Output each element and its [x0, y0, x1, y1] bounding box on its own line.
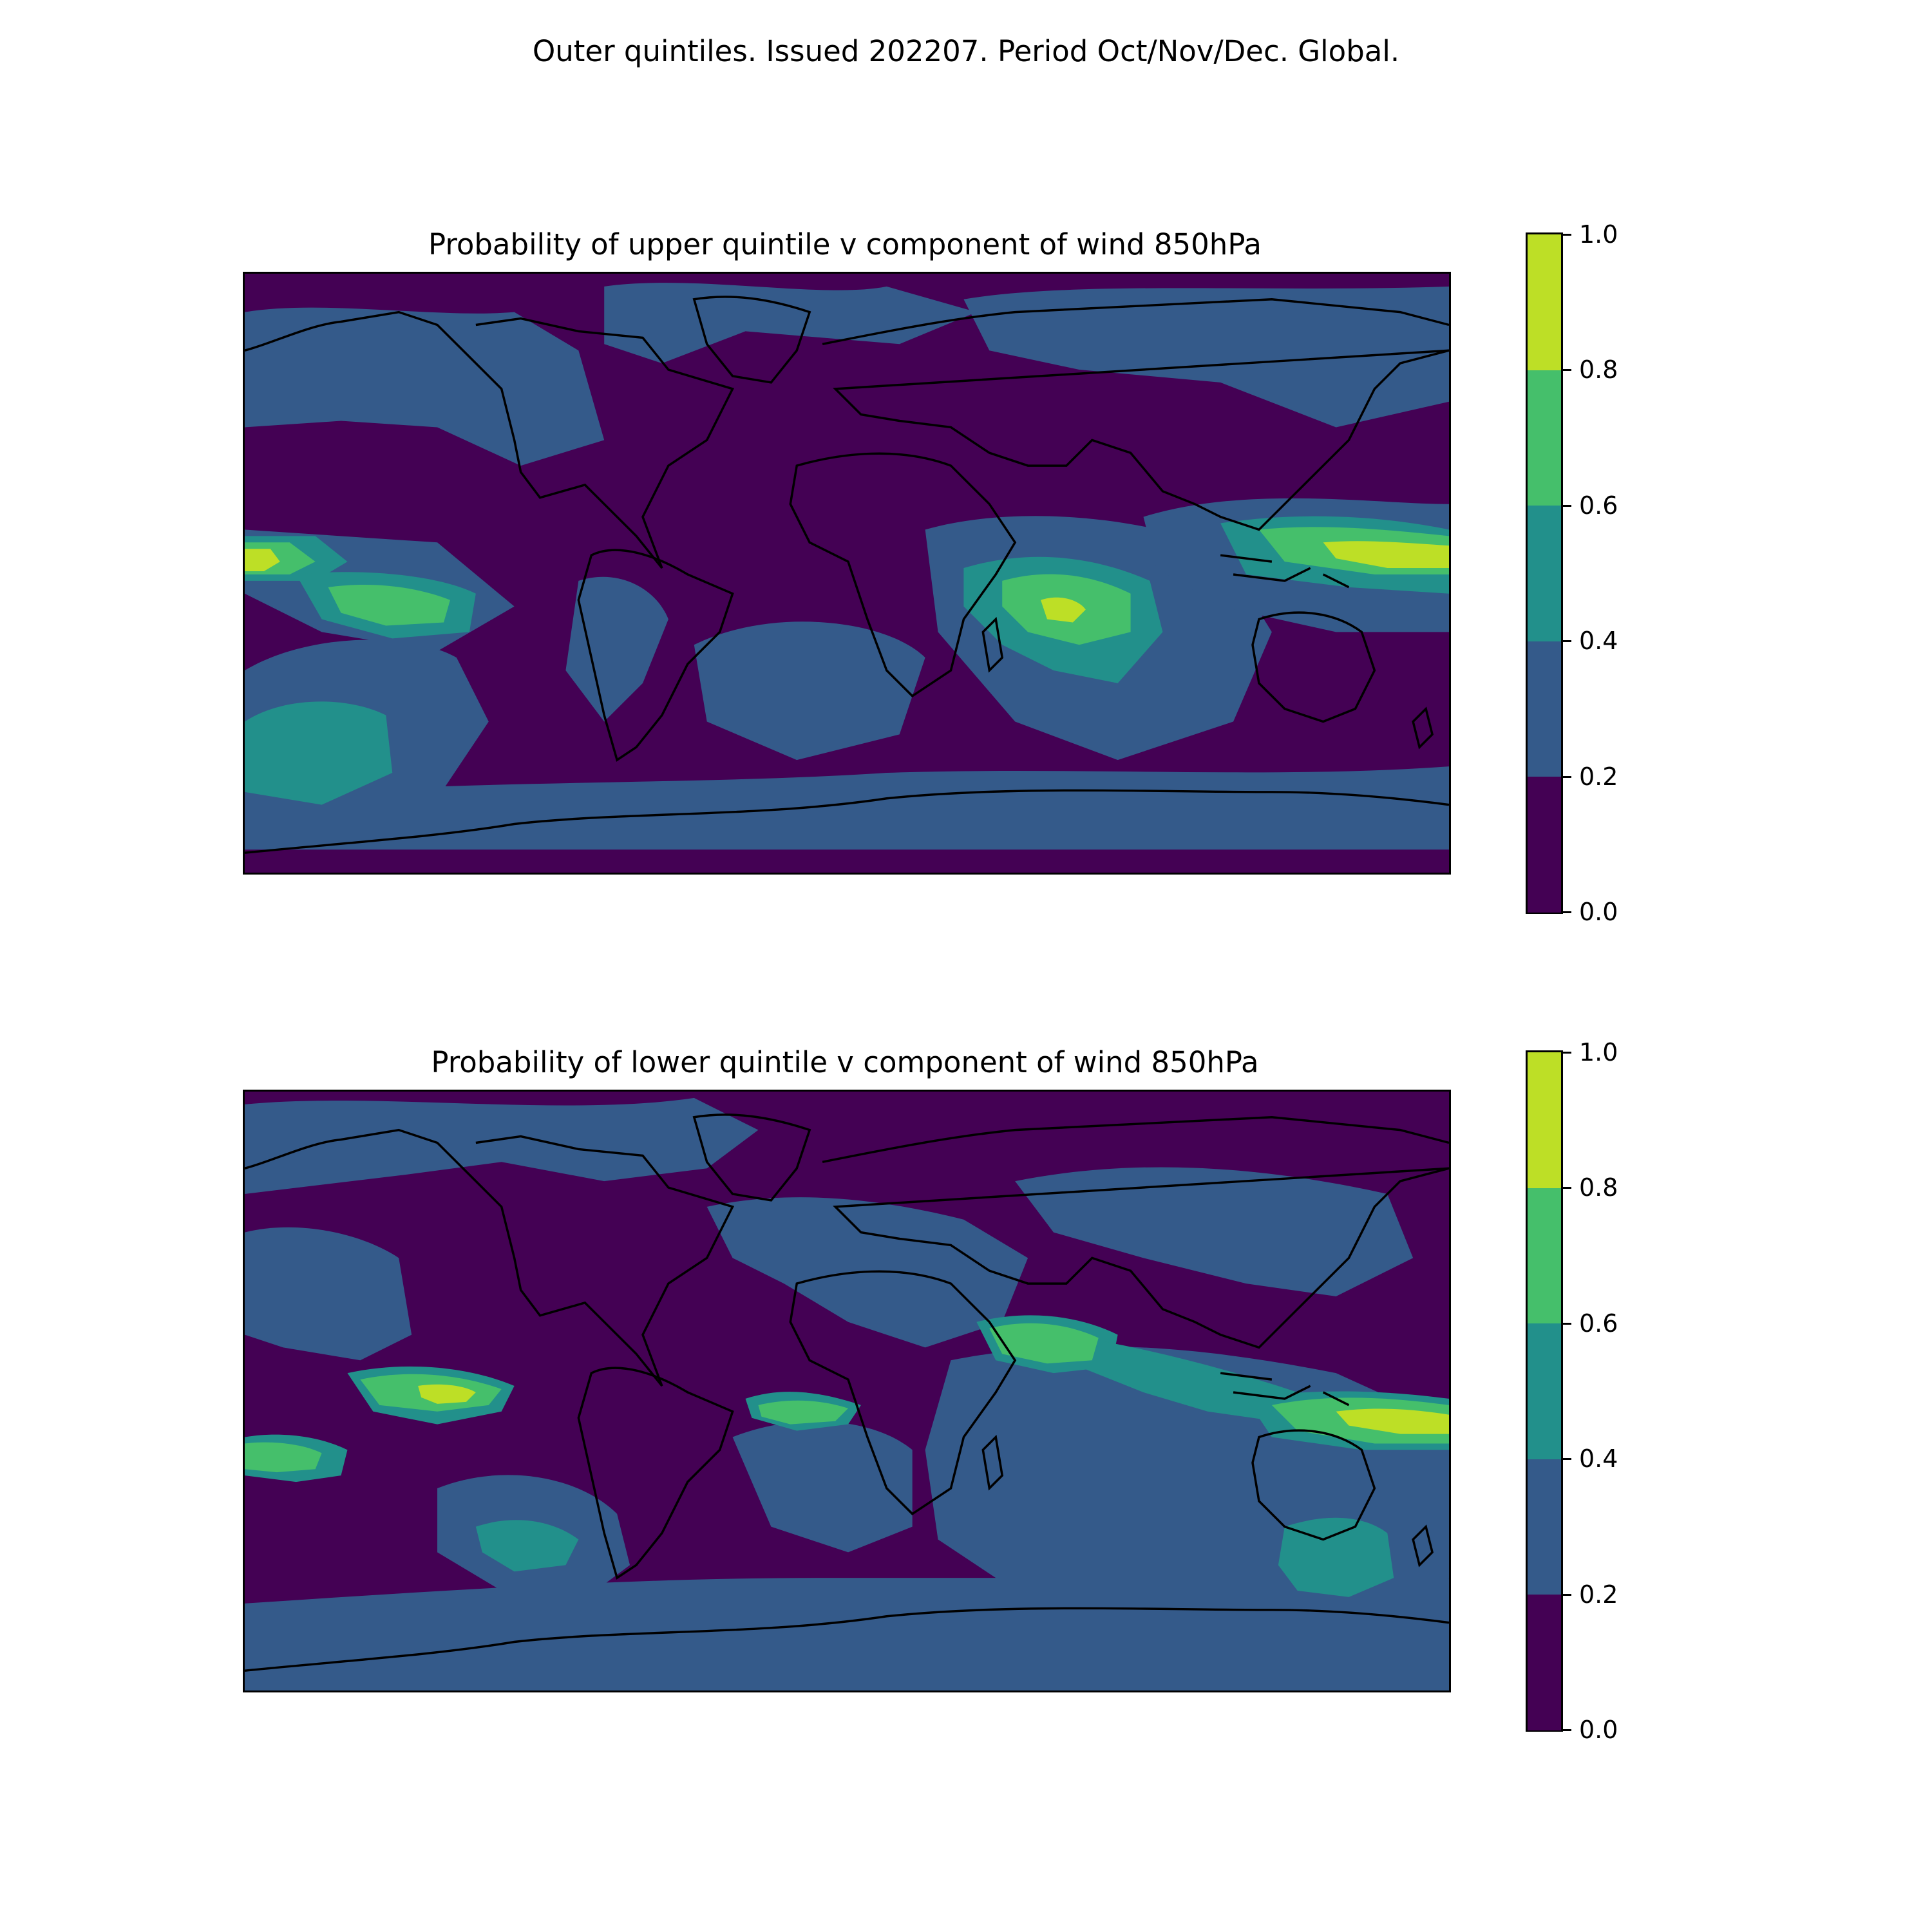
lower-colorbar [1526, 1050, 1563, 1732]
upper-colorbar-tick-label: 0.4 [1579, 627, 1618, 656]
upper-colorbar-tick-label: 0.6 [1579, 491, 1618, 520]
lower-coast-north-america [245, 1128, 735, 1387]
lower-panel-title: Probability of lower quintile v componen… [431, 1045, 1259, 1079]
upper-colorbar-tick [1563, 775, 1571, 778]
upper-coast-greenland [692, 296, 811, 384]
lower-quintile-map [243, 1090, 1451, 1692]
lower-map-svg [245, 1097, 1449, 1690]
upper-colorbar [1526, 232, 1563, 914]
lower-colorbar-tick-label: 0.6 [1579, 1309, 1618, 1338]
lower-colorbar-tick [1563, 1052, 1571, 1054]
lower-colorbar-segment [1528, 1188, 1561, 1324]
upper-colorbar-tick [1563, 911, 1571, 913]
upper-coast-south-america [577, 549, 734, 762]
upper-colorbar-tick [1563, 640, 1571, 643]
upper-coast-eurasia [822, 298, 1449, 531]
lower-coast-new-zealand [1412, 1524, 1434, 1567]
upper-coastlines [245, 296, 1449, 854]
upper-quintile-map [243, 272, 1451, 875]
lower-colorbar-segment [1528, 1594, 1561, 1730]
upper-probability-field [245, 283, 1449, 850]
figure-suptitle: Outer quintiles. Issued 202207. Period O… [532, 34, 1400, 68]
upper-field-south-america [565, 576, 668, 722]
upper-colorbar-tick-label: 0.8 [1579, 355, 1618, 384]
lower-colorbar-tick [1563, 1729, 1571, 1731]
lower-coast-madagascar [981, 1434, 1004, 1491]
upper-colorbar-segment [1528, 641, 1561, 777]
lower-colorbar-tick [1563, 1187, 1571, 1189]
upper-colorbar-tick-label: 0.0 [1579, 898, 1618, 926]
upper-colorbar-tick-label: 1.0 [1579, 220, 1618, 249]
upper-coast-australia [1251, 611, 1376, 723]
upper-colorbar-tick-label: 0.2 [1579, 762, 1618, 791]
upper-field-north-pacific [245, 307, 605, 466]
upper-coast-indonesia [1220, 554, 1350, 589]
lower-colorbar-tick-label: 0.0 [1579, 1716, 1618, 1744]
lower-colorbar-tick [1563, 1458, 1571, 1461]
lower-colorbar-segment [1528, 1323, 1561, 1459]
lower-coast-indonesia [1220, 1372, 1350, 1406]
upper-colorbar-segment [1528, 234, 1561, 370]
upper-coast-north-america [245, 310, 735, 569]
lower-probability-field [245, 1097, 1449, 1690]
upper-field-southern-ocean [245, 766, 1449, 850]
upper-colorbar-tick [1563, 504, 1571, 507]
lower-colorbar-tick-label: 0.2 [1579, 1580, 1618, 1609]
lower-coast-greenland [692, 1113, 811, 1202]
upper-coast-new-zealand [1412, 706, 1434, 750]
lower-coast-antarctica [245, 1607, 1449, 1672]
lower-colorbar-tick [1563, 1593, 1571, 1596]
lower-colorbar-tick-label: 0.8 [1579, 1173, 1618, 1202]
upper-field-eurasia [963, 286, 1449, 428]
upper-field-south-atlantic [694, 621, 925, 761]
upper-colorbar-tick [1563, 234, 1571, 236]
upper-coast-africa [789, 452, 1017, 698]
lower-colorbar-tick-label: 0.4 [1579, 1444, 1618, 1473]
lower-coast-eurasia [822, 1116, 1449, 1349]
upper-colorbar-segment [1528, 776, 1561, 913]
upper-field-north-atlantic [604, 283, 977, 364]
upper-colorbar-segment [1528, 505, 1561, 641]
upper-coast-madagascar [981, 616, 1004, 673]
upper-coast-antarctica [245, 789, 1449, 854]
lower-colorbar-tick-label: 1.0 [1579, 1038, 1618, 1066]
lower-colorbar-tick [1563, 1322, 1571, 1325]
lower-coast-africa [789, 1270, 1017, 1516]
upper-map-svg [245, 283, 1449, 854]
upper-panel-title: Probability of upper quintile v componen… [428, 227, 1262, 261]
upper-colorbar-segment [1528, 370, 1561, 506]
upper-colorbar-tick [1563, 369, 1571, 372]
lower-coast-australia [1251, 1429, 1376, 1541]
lower-coast-south-america [577, 1367, 734, 1580]
lower-coastlines [245, 1113, 1449, 1672]
lower-colorbar-segment [1528, 1459, 1561, 1595]
lower-colorbar-segment [1528, 1052, 1561, 1188]
